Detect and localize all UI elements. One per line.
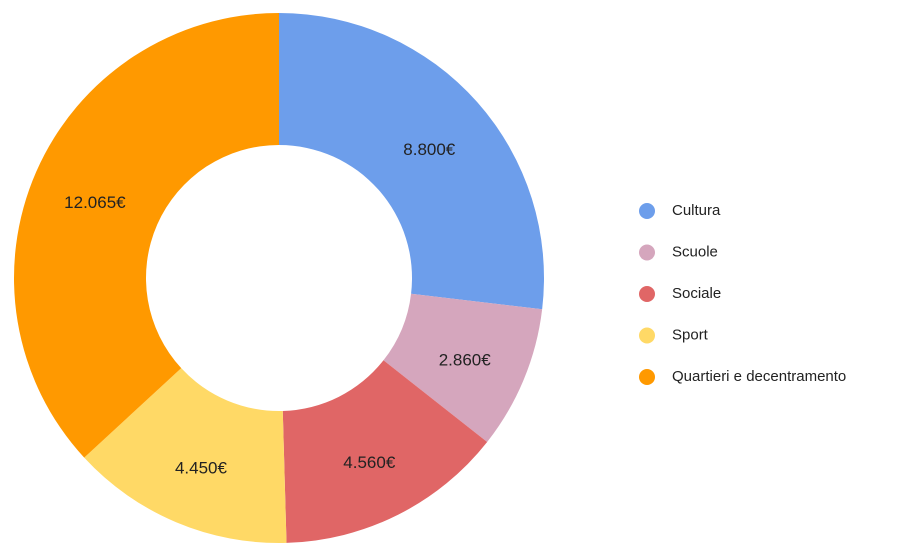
donut-slice <box>84 368 287 543</box>
data-label: 2.860€ <box>439 350 492 369</box>
legend-swatch <box>639 244 655 261</box>
legend-swatch <box>639 369 655 385</box>
donut-slice <box>279 13 544 310</box>
legend-label: Quartieri e decentramento <box>672 368 846 385</box>
legend-swatch <box>639 203 655 219</box>
legend-label: Cultura <box>672 202 721 219</box>
legend-label: Scuole <box>672 243 718 260</box>
legend-swatch <box>639 286 655 302</box>
legend-swatch <box>639 327 655 344</box>
data-label: 8.800€ <box>403 140 456 159</box>
data-label: 4.450€ <box>175 459 228 478</box>
data-label: 4.560€ <box>343 453 396 472</box>
data-label: 12.065€ <box>64 193 126 212</box>
legend-label: Sociale <box>672 285 721 302</box>
donut-slice <box>383 293 543 442</box>
legend-label: Sport <box>672 326 709 343</box>
donut-slice <box>14 13 279 458</box>
donut-slice <box>282 360 488 543</box>
